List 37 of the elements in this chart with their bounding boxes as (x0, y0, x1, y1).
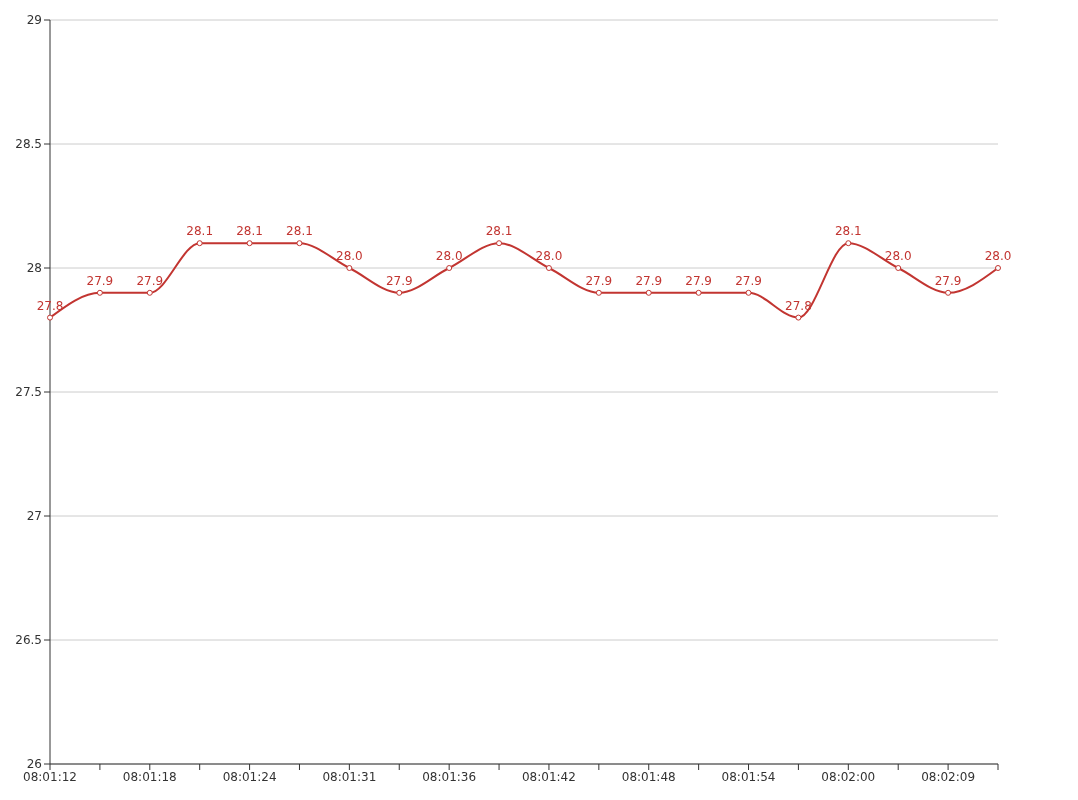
data-label: 27.9 (685, 273, 712, 288)
data-label: 27.9 (585, 273, 613, 288)
y-tick-label: 28 (26, 261, 42, 276)
data-label: 28.0 (336, 249, 363, 263)
x-tick-label: 08:01:31 (322, 769, 377, 784)
x-tick-label: 08:02:00 (821, 769, 876, 784)
data-label: 27.9 (934, 273, 962, 288)
x-tick-label: 08:01:48 (621, 769, 676, 784)
x-tick-label: 08:01:42 (521, 769, 576, 784)
x-tick-label: 08:01:12 (23, 769, 77, 784)
data-label: 28.1 (834, 224, 862, 239)
y-tick-label: 28.5 (15, 137, 42, 152)
y-tick-label: 26 (26, 757, 42, 772)
data-label: 27.9 (635, 273, 663, 288)
data-label: 28.1 (485, 224, 513, 239)
data-label: 27.8 (785, 298, 812, 313)
y-tick-label: 26.5 (15, 633, 42, 648)
data-label: 28.1 (236, 224, 263, 239)
x-tick-label: 08:02:09 (921, 769, 976, 784)
data-label: 27.9 (385, 273, 413, 288)
data-label: 28.0 (884, 249, 912, 263)
x-tick-label: 08:01:54 (721, 769, 776, 784)
y-tick-label: 27 (26, 509, 42, 524)
data-label: 28.0 (535, 249, 563, 263)
data-label: 28.1 (186, 224, 214, 239)
data-label: 28.0 (984, 249, 1012, 263)
data-label: 27.9 (136, 273, 164, 288)
x-tick-label: 08:01:36 (422, 769, 477, 784)
data-label: 27.9 (86, 273, 114, 288)
x-tick-label: 08:01:24 (222, 769, 277, 784)
data-label: 27.8 (36, 298, 64, 313)
data-label: 28.1 (286, 224, 313, 239)
y-tick-label: 27.5 (15, 385, 42, 400)
x-tick-label: 08:01:18 (122, 769, 177, 784)
y-tick-label: 29 (26, 13, 42, 28)
data-label: 28.0 (435, 249, 463, 263)
data-label: 27.9 (735, 273, 762, 288)
